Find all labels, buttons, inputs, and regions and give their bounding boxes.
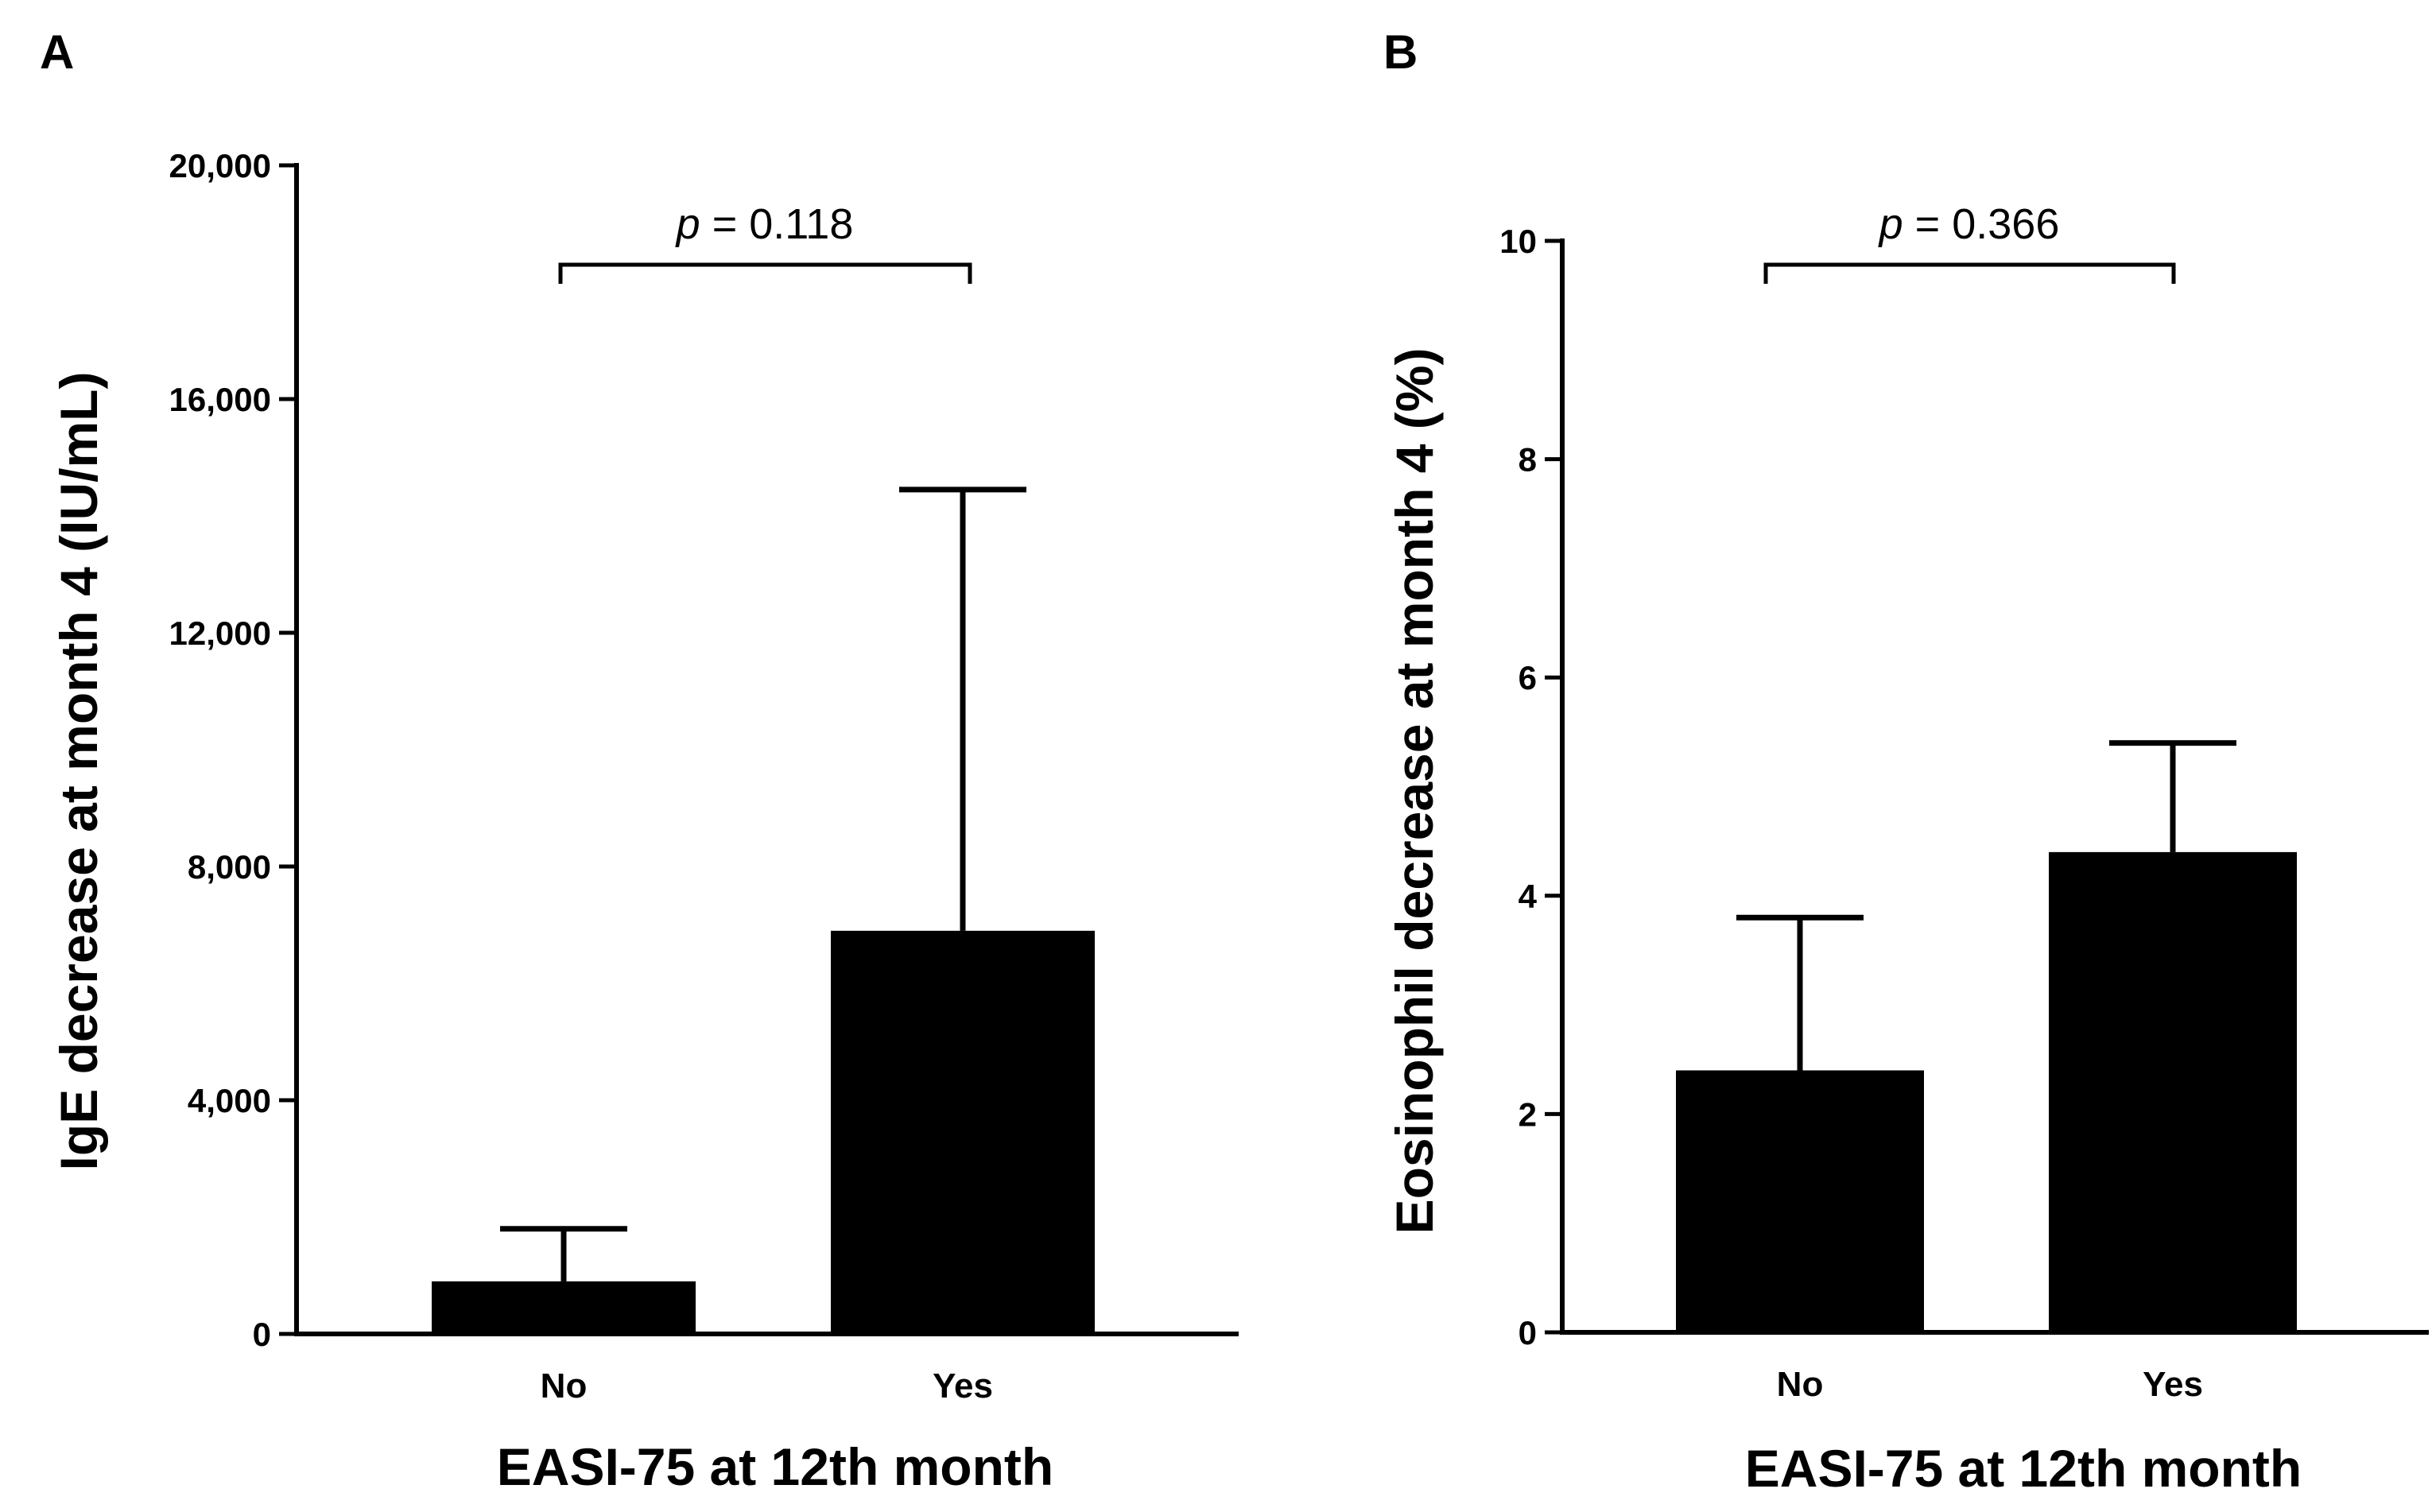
panel-b-y-tick-label: 0	[1519, 1314, 1537, 1351]
panel-b-p-value: p = 0.366	[1878, 200, 2060, 248]
panel-b-significance-bracket: p = 0.366	[1763, 200, 2176, 284]
panel-a-y-tick-label: 16,000	[169, 381, 271, 418]
panel-b-bar-no	[1676, 1070, 1924, 1332]
panel-a-p-text: = 0.118	[700, 200, 854, 248]
panel-b-p-text: = 0.366	[1903, 200, 2060, 248]
panel-a-x-tick-label-no: No	[541, 1367, 588, 1405]
panel-b-y-tick-label: 10	[1499, 223, 1537, 260]
panel-a-label: A	[40, 25, 74, 79]
panel-b-x-axis-title: EASI-75 at 12th month	[1745, 1439, 2302, 1498]
panel-b-y-tick-label: 8	[1519, 441, 1537, 479]
panel-b-label: B	[1383, 25, 1418, 79]
panel-a-y-axis-title: IgE decrease at month 4 (IU/mL)	[49, 372, 108, 1171]
panel-a-significance-bracket: p = 0.118	[558, 200, 972, 284]
panel-a-bar-yes	[831, 930, 1095, 1334]
panel-b-x-tick-label-yes: Yes	[2143, 1365, 2203, 1404]
panel-a-x-axis-title: EASI-75 at 12th month	[497, 1437, 1053, 1496]
panel-a-bar-no	[432, 1281, 696, 1334]
panel-a-y-tick-label: 0	[253, 1316, 271, 1353]
panel-a-x-tick-label-yes: Yes	[933, 1367, 993, 1405]
panel-b-y-tick-label: 6	[1519, 659, 1537, 696]
panel-a-plot: No Yes 0 4,000 8,000 12,000 16,000 20,000	[169, 147, 1239, 1405]
panel-a: A IgE decrease at month 4 (IU/mL) No Yes 0…	[40, 25, 1239, 1496]
panel-a-y-tick-label: 8,000	[188, 848, 271, 886]
panel-b-y-tick-label: 2	[1519, 1095, 1537, 1133]
panel-a-y-tick-label: 12,000	[169, 614, 271, 652]
panel-b-y-axis-title: Eosinophil decrease at month 4 (%)	[1385, 348, 1444, 1235]
panel-b-plot: No Yes 0 2 4 6 8 10	[1499, 223, 2429, 1404]
panel-a-y-tick-label: 20,000	[169, 147, 271, 184]
panel-a-p-value: p = 0.118	[675, 200, 854, 248]
panel-b: B Eosinophil decrease at month 4 (%) No Y…	[1383, 25, 2429, 1498]
panel-b-y-tick-label: 4	[1519, 878, 1538, 915]
panel-b-x-tick-label-no: No	[1777, 1365, 1824, 1404]
panel-a-p-symbol: p	[675, 200, 700, 248]
panel-b-p-symbol: p	[1878, 200, 1903, 248]
panel-a-y-tick-label: 4,000	[188, 1082, 271, 1119]
panel-b-bar-yes	[2049, 851, 2297, 1332]
